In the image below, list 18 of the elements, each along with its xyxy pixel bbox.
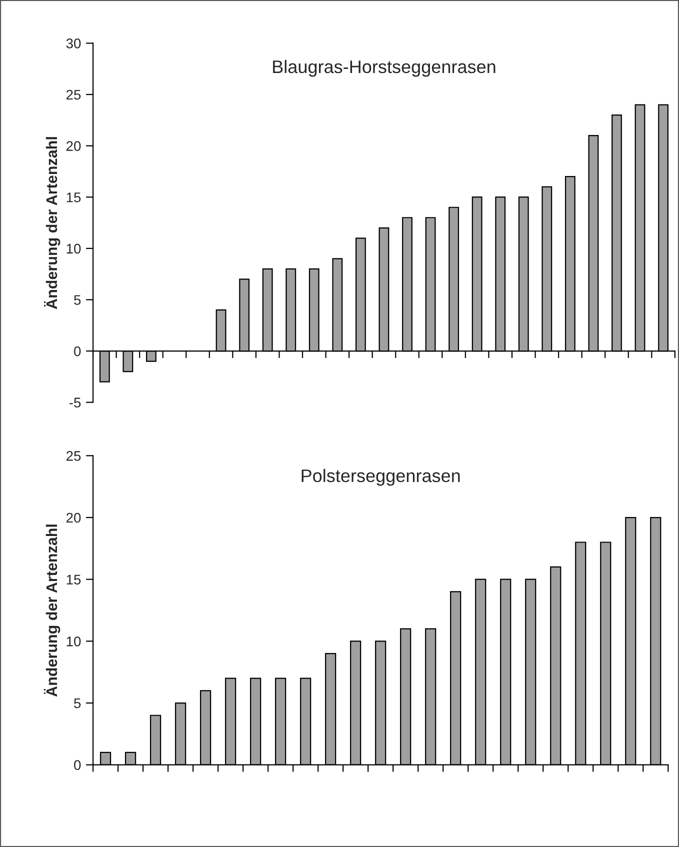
y-tick-label: 0	[74, 760, 81, 770]
y-tick-label: 20	[66, 141, 81, 151]
y-tick-label: 15	[66, 574, 81, 585]
text: Blaugras-Horstseggenrasen	[273, 60, 496, 77]
y-axis-title: Änderung der Artenzahl	[44, 524, 60, 697]
y-tick-label: 30	[66, 38, 81, 48]
y-tick-label: 15	[66, 192, 81, 202]
y-tick-label: 25	[66, 90, 81, 100]
y-tick-label: 25	[66, 451, 81, 461]
y-tick-label: 5	[74, 698, 81, 708]
y-tick-label: 5	[74, 295, 81, 305]
y-tick-label: 10	[66, 636, 81, 646]
y-tick-label: -5	[69, 398, 81, 408]
text: Polsterseggenrasen	[302, 468, 460, 486]
y-axis-title: Änderung der Artenzahl	[44, 137, 60, 310]
y-tick-label: 0	[74, 346, 81, 356]
y-tick-label: 20	[66, 512, 81, 523]
y-tick-label: 10	[66, 244, 81, 254]
